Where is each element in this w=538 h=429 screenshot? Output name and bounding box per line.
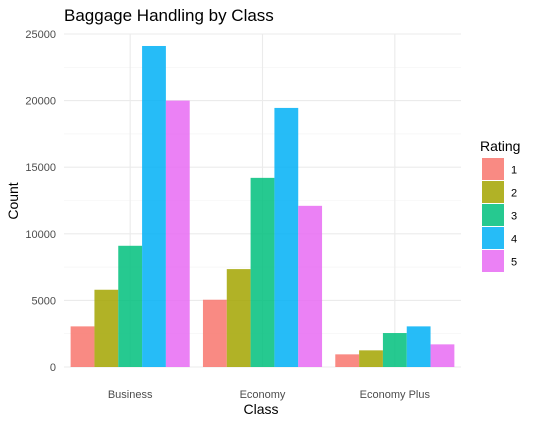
bar-economy-rating-3: [251, 178, 275, 367]
bar-economy-plus-rating-2: [359, 350, 383, 367]
y-tick-label: 15000: [25, 162, 56, 174]
y-tick-label: 20000: [25, 96, 56, 108]
bar-economy-rating-2: [227, 269, 251, 367]
bar-economy-plus-rating-5: [431, 344, 455, 367]
x-tick-label: Economy Plus: [360, 389, 431, 401]
y-tick-label: 5000: [32, 295, 56, 307]
legend: Rating 1 2 3 4 5: [480, 138, 520, 272]
bar-business-rating-4: [142, 46, 166, 367]
legend-label-3: 3: [511, 211, 517, 223]
bar-economy-rating-1: [203, 300, 227, 367]
legend-key-3: [482, 204, 504, 226]
bar-economy-plus-rating-3: [383, 333, 407, 367]
x-tick-label: Economy: [240, 389, 286, 401]
bar-business-rating-3: [118, 246, 142, 367]
legend-label-1: 1: [511, 165, 517, 177]
legend-key-2: [482, 181, 504, 203]
bar-economy-plus-rating-1: [335, 354, 359, 367]
bar-economy-plus-rating-4: [407, 326, 431, 367]
legend-label-4: 4: [511, 234, 517, 246]
legend-label-5: 5: [511, 257, 517, 269]
chart-title: Baggage Handling by Class: [64, 6, 274, 25]
x-axis-title: Class: [243, 401, 278, 417]
legend-title: Rating: [480, 138, 520, 154]
y-tick-label: 25000: [25, 29, 56, 41]
legend-key-4: [482, 227, 504, 249]
bar-business-rating-5: [166, 101, 190, 367]
bar-business-rating-2: [94, 290, 118, 367]
bar-economy-rating-4: [274, 108, 298, 367]
legend-label-2: 2: [511, 188, 517, 200]
legend-key-5: [482, 250, 504, 272]
y-axis-title: Count: [5, 182, 21, 219]
y-tick-label: 10000: [25, 229, 56, 241]
bar-business-rating-1: [71, 326, 95, 367]
x-tick-label: Business: [108, 389, 153, 401]
bar-economy-rating-5: [298, 206, 322, 367]
legend-key-1: [482, 158, 504, 180]
y-tick-label: 0: [50, 362, 56, 374]
